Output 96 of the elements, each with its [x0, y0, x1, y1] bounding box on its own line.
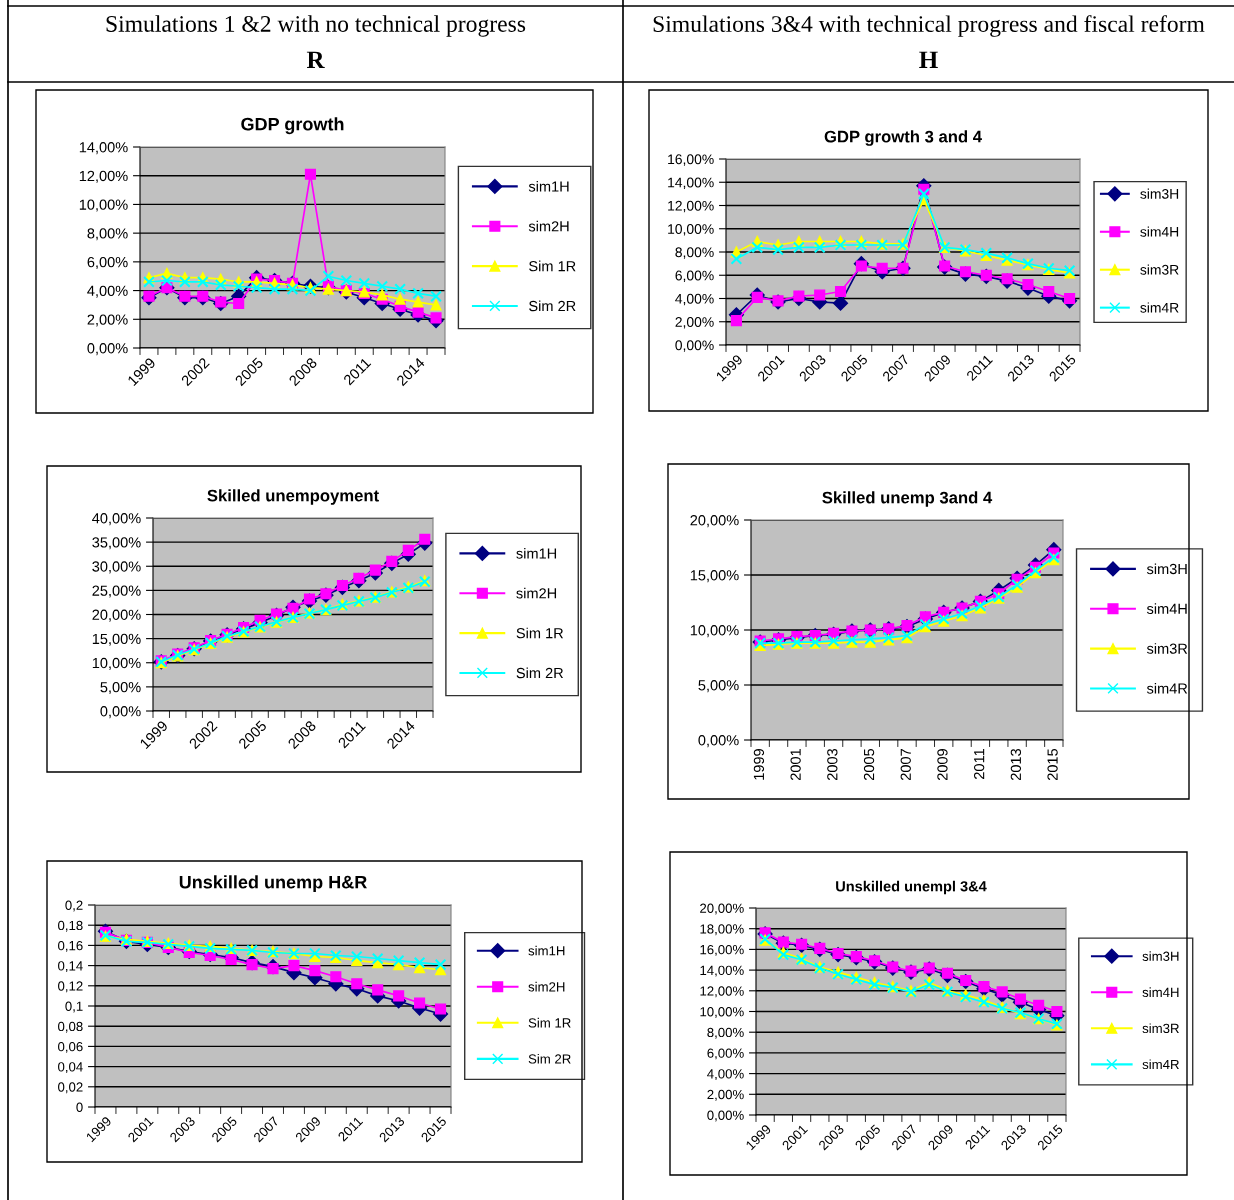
- y-tick-label: 10,00%: [92, 657, 141, 670]
- x-tick-label: 2013: [1010, 748, 1022, 781]
- legend-label: sim4H: [1142, 987, 1179, 998]
- y-tick-label: 4,00%: [87, 285, 128, 298]
- y-tick-label: 18,00%: [700, 924, 744, 936]
- y-tick-label: 12,00%: [700, 986, 744, 998]
- x-tick-label: 2005: [863, 748, 875, 781]
- y-tick-label: 20,00%: [700, 903, 744, 915]
- y-tick-label: 0,14: [58, 961, 83, 973]
- y-tick-label: 5,00%: [100, 681, 141, 695]
- chart-title: Skilled unempoyment: [207, 489, 379, 505]
- y-tick-label: 0,04: [58, 1062, 83, 1074]
- y-tick-label: 0,00%: [100, 706, 141, 719]
- x-tick-label: 2007: [900, 749, 911, 781]
- y-tick-label: 16,00%: [700, 944, 744, 956]
- legend-label: sim3H: [1142, 951, 1179, 961]
- legend-label: sim4R: [1142, 1059, 1179, 1070]
- y-tick-label: 0,06: [58, 1041, 83, 1053]
- chart-title: Unskilled unemp H&R: [179, 875, 367, 893]
- y-tick-label: 0,08: [58, 1021, 83, 1033]
- y-tick-label: 20,00%: [690, 515, 739, 528]
- y-tick-label: 14,00%: [668, 177, 714, 190]
- y-tick-label: 8,00%: [707, 1027, 744, 1039]
- legend-label: sim2H: [516, 587, 557, 599]
- legend-label: sim4H: [1146, 603, 1187, 614]
- y-tick-label: 0,2: [65, 900, 83, 912]
- text: R: [306, 51, 325, 69]
- y-tick-label: 2,00%: [87, 314, 128, 327]
- legend-label: sim3H: [1146, 563, 1187, 575]
- y-tick-label: 2,00%: [675, 317, 714, 329]
- legend-label: Sim 1R: [528, 1017, 571, 1028]
- y-tick-label: 30,00%: [92, 561, 141, 574]
- x-tick-label: 2015: [1047, 748, 1058, 781]
- legend-label: sim2H: [528, 220, 569, 232]
- y-tick-label: 0,12: [58, 981, 83, 993]
- y-tick-label: 6,00%: [707, 1048, 744, 1060]
- y-tick-label: 6,00%: [87, 256, 128, 270]
- text: Simulations 3&4 with technical progress and fiscal reform: [653, 15, 1205, 37]
- y-tick-label: 8,00%: [675, 247, 714, 259]
- y-tick-label: 15,00%: [690, 570, 739, 583]
- y-tick-label: 10,00%: [668, 224, 714, 236]
- text: H: [919, 51, 938, 69]
- y-tick-label: 0,00%: [675, 340, 714, 352]
- y-tick-label: 0: [76, 1102, 83, 1112]
- legend-label: sim2H: [528, 981, 565, 992]
- legend-label: sim3H: [1140, 188, 1179, 199]
- legend-label: sim1H: [528, 180, 569, 192]
- chart-title: Unskilled unempl 3&4: [836, 880, 987, 895]
- text: Simulations 1 &2 with no technical progress: [106, 15, 526, 37]
- y-tick-label: 0,02: [58, 1082, 83, 1094]
- legend-label: sim4R: [1146, 682, 1188, 694]
- chart-title: Skilled unemp 3and 4: [822, 491, 993, 507]
- chart-title: GDP growth: [241, 117, 344, 135]
- y-tick-label: 12,00%: [668, 200, 714, 213]
- chart-title: GDP growth 3 and 4: [824, 130, 982, 146]
- legend-label: Sim 2R: [528, 1053, 571, 1064]
- y-tick-label: 0,00%: [698, 735, 739, 748]
- x-tick-label: 2003: [827, 748, 838, 781]
- legend-label: Sim 2R: [529, 300, 576, 312]
- legend-label: sim3R: [1142, 1023, 1179, 1034]
- y-tick-label: 5,00%: [698, 680, 739, 693]
- y-tick-label: 4,00%: [675, 293, 714, 306]
- y-tick-label: 35,00%: [92, 537, 141, 550]
- legend-label: sim1H: [528, 945, 565, 956]
- legend-label: sim3R: [1140, 264, 1179, 275]
- x-tick-label: 2011: [974, 749, 985, 779]
- y-tick-label: 14,00%: [700, 965, 744, 977]
- y-tick-label: 16,00%: [668, 154, 714, 166]
- y-tick-label: 10,00%: [700, 1007, 744, 1018]
- y-tick-label: 0,18: [58, 920, 83, 932]
- y-tick-label: 14,00%: [79, 142, 128, 155]
- legend-label: sim4H: [1140, 226, 1179, 237]
- y-tick-label: 0,16: [58, 940, 83, 952]
- y-tick-label: 0,00%: [707, 1110, 744, 1122]
- y-tick-label: 8,00%: [87, 228, 128, 241]
- legend-label: sim3R: [1146, 643, 1188, 654]
- y-tick-label: 10,00%: [79, 199, 128, 212]
- legend-label: sim1H: [516, 547, 557, 559]
- x-tick-label: 1999: [753, 749, 765, 780]
- y-tick-label: 4,00%: [707, 1069, 744, 1081]
- y-tick-label: 15,00%: [92, 633, 141, 646]
- y-tick-label: 0,00%: [87, 343, 128, 356]
- y-tick-label: 0,1: [65, 1001, 83, 1013]
- y-tick-label: 12,00%: [79, 170, 128, 183]
- y-tick-label: 6,00%: [675, 270, 714, 283]
- legend-label: sim4R: [1140, 302, 1179, 313]
- x-tick-label: 2009: [937, 749, 948, 781]
- y-tick-label: 20,00%: [92, 609, 141, 622]
- y-tick-label: 40,00%: [92, 513, 141, 526]
- legend-label: Sim 2R: [516, 667, 564, 679]
- y-tick-label: 25,00%: [92, 585, 141, 598]
- y-tick-label: 2,00%: [707, 1089, 744, 1101]
- legend-label: Sim 1R: [516, 627, 564, 639]
- legend-label: Sim 1R: [529, 260, 576, 272]
- x-tick-label: 2001: [790, 749, 801, 781]
- y-tick-label: 10,00%: [690, 625, 739, 638]
